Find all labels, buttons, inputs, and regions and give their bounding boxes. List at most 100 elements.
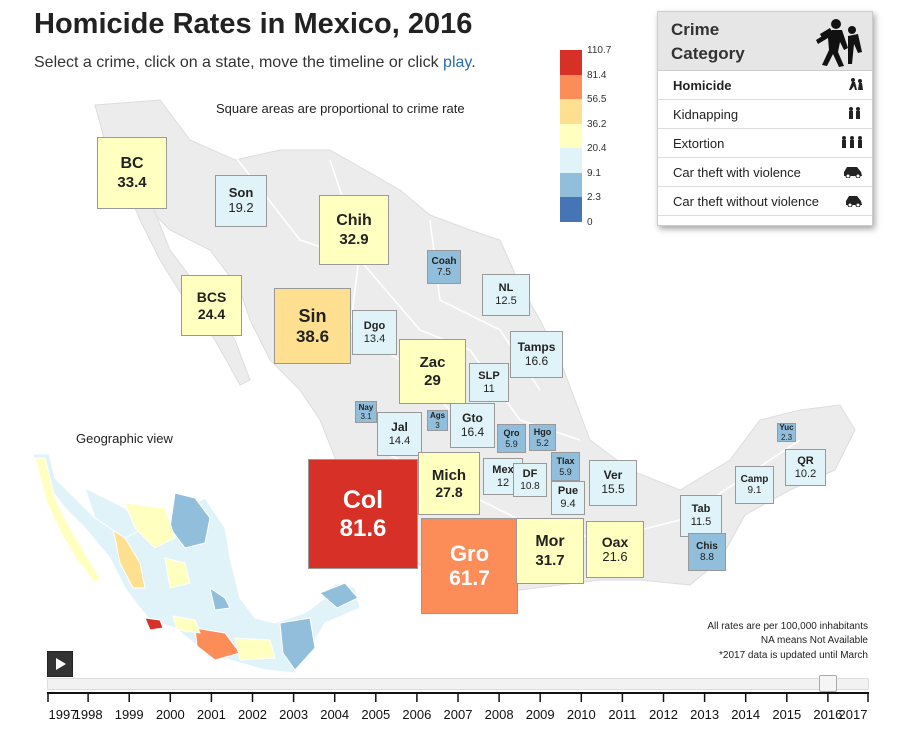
timeline-slider-track[interactable] bbox=[47, 678, 869, 690]
timeline-year-label[interactable]: 2016 bbox=[813, 707, 843, 722]
state-square-sin[interactable]: Sin 38.6 bbox=[274, 288, 351, 364]
timeline-year-label[interactable]: 2005 bbox=[361, 707, 391, 722]
state-square-hgo[interactable]: Hgo 5.2 bbox=[529, 424, 556, 451]
state-square-col[interactable]: Col 81.6 bbox=[308, 459, 418, 569]
state-rate: 11.5 bbox=[690, 516, 712, 528]
homicide-icon bbox=[848, 77, 864, 94]
crime-item-extortion[interactable]: Extortion bbox=[658, 129, 872, 158]
legend-swatch bbox=[560, 123, 582, 148]
state-square-qr[interactable]: QR 10.2 bbox=[785, 449, 826, 486]
timeline-year-label[interactable]: 2002 bbox=[238, 707, 267, 722]
state-square-gro[interactable]: Gro 61.7 bbox=[421, 518, 518, 614]
timeline-year-label[interactable]: 2008 bbox=[484, 707, 514, 722]
state-square-jal[interactable]: Jal 14.4 bbox=[377, 412, 422, 456]
state-square-tab[interactable]: Tab 11.5 bbox=[680, 495, 722, 537]
state-square-bc[interactable]: BC 33.4 bbox=[97, 137, 167, 209]
crime-item-label: Car theft without violence bbox=[673, 194, 819, 209]
timeline-year-label[interactable]: 2015 bbox=[772, 707, 802, 722]
extortion-icon bbox=[840, 135, 864, 152]
legend-swatch bbox=[560, 99, 582, 124]
state-square-mich[interactable]: Mich 27.8 bbox=[418, 452, 480, 515]
legend-label: 81.4 bbox=[587, 69, 607, 81]
timeline-year-label[interactable]: 2009 bbox=[525, 707, 555, 722]
play-link[interactable]: play bbox=[443, 54, 472, 71]
legend-swatch bbox=[560, 148, 582, 173]
legend-swatch bbox=[560, 197, 582, 222]
timeline-year-label[interactable]: 1998 bbox=[73, 707, 103, 722]
state-square-tamps[interactable]: Tamps 16.6 bbox=[510, 331, 563, 378]
state-square-pue[interactable]: Pue 9.4 bbox=[551, 481, 585, 515]
crime-item-label: Homicide bbox=[673, 78, 732, 93]
timeline-year-label[interactable]: 2010 bbox=[566, 707, 596, 722]
crime-item-kidnapping[interactable]: Kidnapping bbox=[658, 100, 872, 129]
state-abbr: Sin bbox=[298, 305, 327, 326]
state-square-zac[interactable]: Zac 29 bbox=[399, 339, 466, 404]
timeline-year-label[interactable]: 2000 bbox=[155, 707, 185, 722]
timeline-year-label[interactable]: 2014 bbox=[731, 707, 761, 722]
geographic-map[interactable] bbox=[25, 448, 365, 683]
state-abbr: NL bbox=[498, 282, 514, 295]
state-square-son[interactable]: Son 19.2 bbox=[215, 175, 267, 227]
state-abbr: DF bbox=[522, 467, 538, 480]
state-square-yuc[interactable]: Yuc 2.3 bbox=[777, 423, 796, 442]
timeline-slider-handle[interactable] bbox=[818, 675, 837, 692]
timeline-year-label[interactable]: 2006 bbox=[402, 707, 432, 722]
state-rate: 29 bbox=[424, 371, 441, 389]
state-square-gto[interactable]: Gto 16.4 bbox=[450, 403, 495, 448]
state-square-ags[interactable]: Ags 3 bbox=[427, 410, 448, 431]
state-square-camp[interactable]: Camp 9.1 bbox=[735, 466, 774, 504]
crime-panel-header: Crime Category bbox=[658, 12, 872, 71]
timeline-year-label[interactable]: 2011 bbox=[608, 707, 637, 722]
state-abbr: Tlax bbox=[556, 456, 575, 467]
crime-item-car-theft-without-violence[interactable]: Car theft without violence bbox=[658, 187, 872, 216]
crime-category-panel: Crime Category Homicide Kidnapping Extorti… bbox=[657, 11, 873, 226]
state-abbr: Mor bbox=[535, 533, 565, 551]
state-abbr: SLP bbox=[478, 369, 500, 382]
state-abbr: Gro bbox=[449, 541, 490, 567]
state-square-bcs[interactable]: BCS 24.4 bbox=[181, 275, 242, 336]
state-square-coah[interactable]: Coah 7.5 bbox=[427, 250, 461, 284]
state-rate: 12 bbox=[496, 476, 510, 489]
timeline-year-label[interactable]: 1997 bbox=[48, 707, 78, 722]
page-subtitle: Select a crime, click on a state, move t… bbox=[34, 54, 476, 72]
state-square-df[interactable]: DF 10.8 bbox=[513, 463, 547, 497]
state-square-oax[interactable]: Oax 21.6 bbox=[586, 521, 644, 578]
timeline-year-label[interactable]: 2013 bbox=[690, 707, 720, 722]
legend-label: 56.5 bbox=[587, 94, 607, 105]
state-square-mor[interactable]: Mor 31.7 bbox=[516, 518, 584, 584]
state-square-ver[interactable]: Ver 15.5 bbox=[589, 460, 637, 506]
timeline-year-label[interactable]: 2004 bbox=[320, 707, 350, 722]
state-square-tlax[interactable]: Tlax 5.9 bbox=[551, 452, 580, 481]
timeline-year-label[interactable]: 2017 bbox=[838, 707, 868, 722]
state-abbr: Zac bbox=[419, 354, 446, 372]
state-square-qro[interactable]: Qro 5.9 bbox=[497, 424, 526, 453]
timeline-year-label[interactable]: 2003 bbox=[279, 707, 309, 722]
kidnapping-icon bbox=[846, 106, 864, 123]
timeline-year-label[interactable]: 1999 bbox=[114, 707, 144, 722]
timeline-year-label[interactable]: 2007 bbox=[443, 707, 473, 722]
state-square-chis[interactable]: Chis 8.8 bbox=[688, 533, 726, 571]
state-square-dgo[interactable]: Dgo 13.4 bbox=[352, 310, 397, 355]
legend-label: 2.3 bbox=[587, 192, 601, 203]
rate-note: All rates are per 100,000 inhabitants bbox=[707, 621, 868, 632]
state-rate: 12.5 bbox=[495, 295, 517, 307]
subtitle-end: . bbox=[471, 54, 476, 71]
na-note: NA means Not Available bbox=[760, 635, 868, 646]
state-square-nl[interactable]: NL 12.5 bbox=[482, 274, 530, 316]
state-rate: 7.5 bbox=[437, 267, 451, 278]
state-abbr: Ags bbox=[429, 411, 446, 421]
legend-swatch bbox=[560, 50, 582, 75]
timeline-year-label[interactable]: 2012 bbox=[649, 707, 678, 722]
state-rate: 2.3 bbox=[780, 432, 793, 442]
state-abbr: Oax bbox=[601, 533, 629, 550]
state-square-nay[interactable]: Nay 3.1 bbox=[355, 401, 377, 423]
crime-item-car-theft-with-violence[interactable]: Car theft with violence bbox=[658, 158, 872, 187]
play-button[interactable] bbox=[47, 651, 73, 677]
timeline-year-label[interactable]: 2001 bbox=[196, 707, 226, 722]
state-rate: 61.7 bbox=[449, 566, 490, 590]
state-rate: 8.8 bbox=[700, 552, 714, 563]
state-abbr: Mex bbox=[492, 463, 514, 476]
state-square-chih[interactable]: Chih 32.9 bbox=[319, 195, 389, 265]
state-square-slp[interactable]: SLP 11 bbox=[469, 363, 509, 402]
crime-item-homicide[interactable]: Homicide bbox=[658, 71, 872, 100]
